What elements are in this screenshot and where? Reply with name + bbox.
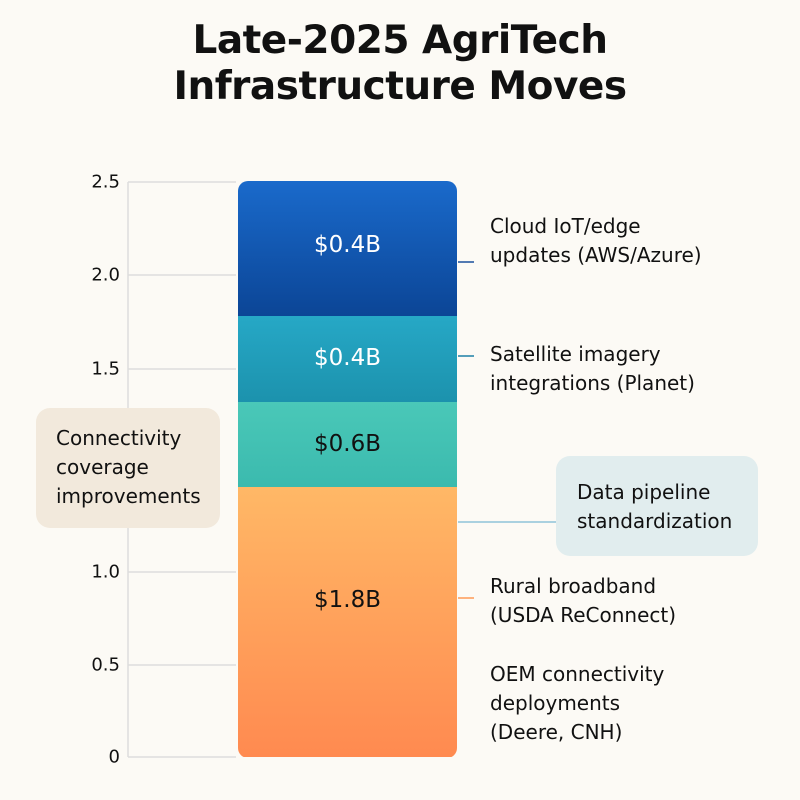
title-line-2: Infrastructure Moves bbox=[173, 64, 627, 109]
y-tick-label: 1.0 bbox=[91, 561, 120, 583]
y-tick-label: 2.0 bbox=[91, 264, 120, 286]
chart-title: Late-2025 AgriTech Infrastructure Moves bbox=[0, 18, 800, 110]
annotation-rural-broadband: Rural broadband (USDA ReConnect) bbox=[490, 574, 677, 627]
segment-value-label: $0.4B bbox=[314, 345, 381, 371]
segment-value-label: $1.8B bbox=[314, 587, 381, 613]
y-tick-label: 1.5 bbox=[91, 358, 120, 380]
segment-value-label: $0.6B bbox=[314, 431, 381, 457]
annotation-connectivity-box: Connectivity coverage improvements bbox=[36, 408, 220, 528]
bar-segment bbox=[238, 181, 457, 316]
annotation-oem: OEM connectivity deployments (Deere, CNH… bbox=[490, 662, 665, 744]
y-tick-label: 0 bbox=[108, 746, 120, 768]
title-line-1: Late-2025 AgriTech bbox=[192, 18, 608, 63]
segment-value-label: $0.4B bbox=[314, 232, 381, 258]
y-tick-label: 0.5 bbox=[91, 654, 120, 676]
annotation-satellite: Satellite imagery integrations (Planet) bbox=[490, 342, 695, 395]
annotation-cloud-iot: Cloud IoT/edge updates (AWS/Azure) bbox=[490, 214, 702, 267]
y-tick-label: 2.5 bbox=[91, 171, 120, 193]
bar-segment bbox=[238, 487, 457, 757]
annotation-pipeline-box: Data pipeline standardization bbox=[556, 456, 758, 556]
bar-segment bbox=[238, 316, 457, 402]
bar-segment bbox=[238, 402, 457, 487]
